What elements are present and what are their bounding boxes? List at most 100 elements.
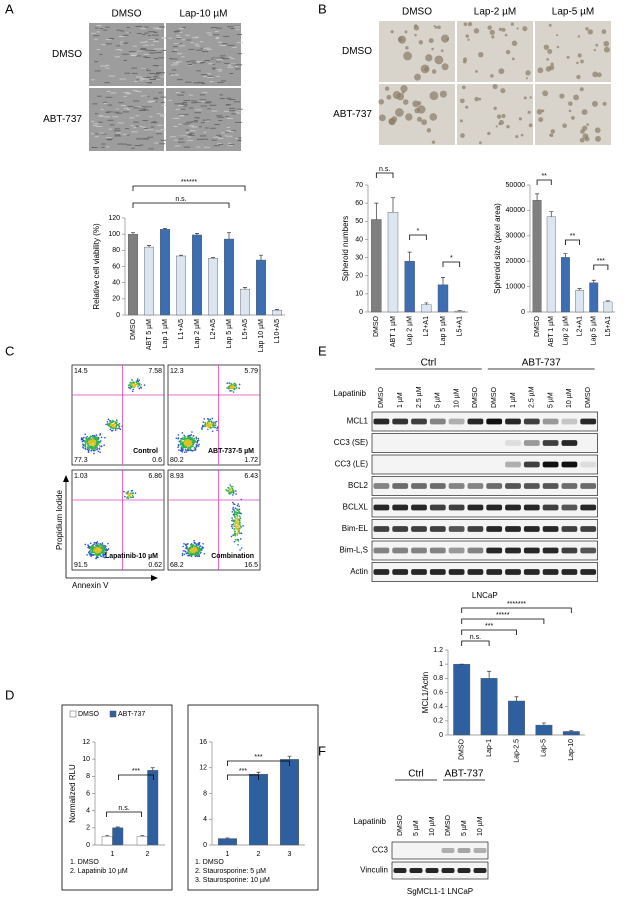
cell-texture (198, 126, 202, 128)
significance-label: ******* (507, 601, 526, 608)
band-label: Actin (350, 567, 368, 576)
y-tick-label: 0.4 (433, 704, 443, 711)
event-dot (211, 426, 213, 429)
event-dot (107, 542, 109, 545)
event-dot (197, 551, 199, 554)
cell-texture (153, 40, 159, 42)
event-dot (196, 544, 198, 547)
cell-texture (187, 139, 193, 141)
x-tick-label: Lap 2 µM (194, 319, 201, 348)
event-dot (88, 437, 90, 439)
cell-texture (147, 136, 154, 138)
spheroid (529, 96, 532, 99)
cell-texture (217, 70, 223, 72)
event-dot (143, 384, 146, 386)
event-dot (191, 547, 193, 550)
event-dot (201, 547, 203, 550)
event-dot (131, 496, 133, 499)
event-dot (193, 545, 196, 547)
cell-texture (136, 32, 142, 34)
error-bar (105, 835, 110, 837)
event-dot (119, 428, 122, 431)
event-dot (104, 553, 107, 555)
bar (136, 836, 148, 846)
cell-texture (105, 67, 110, 69)
y-tick-label: 16 (199, 739, 207, 746)
spheroid (418, 40, 423, 45)
bar (207, 258, 218, 316)
event-dot (207, 428, 209, 431)
significance-label: * (417, 228, 420, 235)
cell-texture (120, 43, 124, 45)
band (486, 483, 503, 489)
cell-texture (93, 35, 100, 37)
group-label: Ctrl (421, 358, 437, 369)
event-dot (100, 436, 103, 439)
event-dot (233, 386, 236, 388)
band (448, 483, 465, 489)
quadrant-value: 12.3 (170, 368, 184, 375)
spheroid (431, 140, 436, 144)
event-dot (187, 550, 189, 552)
spheroid (570, 115, 575, 120)
blot-strip (391, 861, 489, 880)
spheroid (478, 51, 484, 58)
spheroid (581, 109, 588, 116)
event-dot (186, 435, 189, 437)
cell-texture (195, 36, 199, 38)
event-dot (95, 434, 98, 436)
y-tick-label: 80 (112, 247, 120, 254)
lane-label: 10 µM (453, 388, 460, 408)
event-dot (127, 497, 130, 500)
cell-texture (98, 115, 105, 117)
event-dot (95, 555, 98, 557)
cell-texture (133, 107, 140, 109)
cell-texture (227, 135, 233, 137)
cell-texture (126, 134, 130, 136)
cell-texture (169, 73, 176, 75)
band (580, 418, 597, 425)
event-dot (126, 497, 128, 499)
band (561, 547, 578, 554)
cell-texture (109, 124, 115, 126)
band-label: Bim-L,S (340, 546, 368, 555)
event-dot (239, 538, 242, 540)
cell-texture (120, 104, 126, 106)
x-tick-label: L5+A5 (242, 319, 249, 340)
cell-texture (108, 75, 115, 77)
event-dot (180, 447, 183, 449)
event-dot (235, 387, 237, 389)
event-dot (234, 527, 237, 529)
cell-texture (146, 106, 153, 108)
band (373, 526, 390, 532)
legend-note: 2. Lapatinib 10 µM (70, 868, 128, 875)
cell-texture (228, 145, 233, 147)
bar (404, 261, 415, 313)
event-dot (182, 545, 184, 548)
y-tick-label: 1 (439, 661, 443, 668)
group-label: Ctrl (408, 769, 424, 780)
y-tick-label: 60 (112, 263, 120, 270)
cell-texture (119, 78, 126, 80)
cell-texture (108, 128, 112, 130)
cell-texture (218, 144, 224, 146)
event-dot (175, 437, 178, 440)
blot-strip (371, 433, 598, 453)
event-dot (187, 553, 190, 555)
event-dot (123, 490, 125, 493)
cell-texture (174, 43, 180, 45)
spheroid (390, 30, 394, 34)
error-bar (569, 730, 574, 732)
event-dot (88, 547, 91, 550)
significance-label: n.s. (379, 166, 390, 173)
lane-label: DMSO (585, 386, 592, 408)
event-dot (233, 509, 235, 511)
spheroid (547, 49, 553, 55)
event-dot (233, 388, 236, 390)
lane-label: 10 µM (566, 388, 573, 408)
event-dot (185, 439, 187, 442)
cell-texture (116, 29, 121, 31)
cell-texture (183, 100, 191, 102)
cell-texture (113, 130, 121, 132)
y-tick-label: 0 (521, 309, 525, 316)
